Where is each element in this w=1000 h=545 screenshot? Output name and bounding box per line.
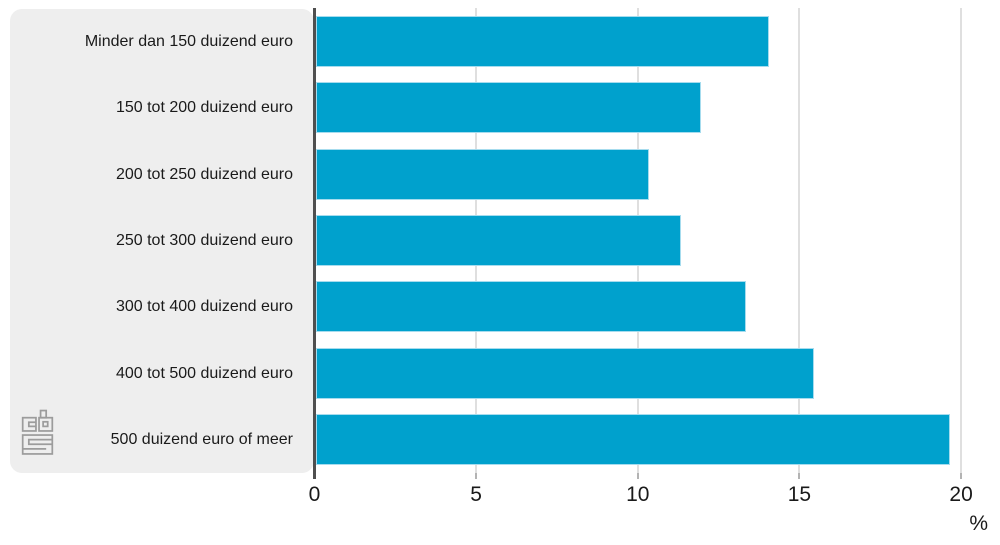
x-tick-label: 0 [308, 483, 321, 506]
bar-7 [316, 414, 950, 466]
x-tick-mark [636, 473, 639, 479]
gridline [798, 8, 801, 473]
x-tick-mark [798, 473, 801, 479]
category-label: 150 tot 200 duizend euro [115, 99, 293, 117]
cbs-logo-c-inner [27, 421, 36, 428]
bar-3 [316, 148, 649, 200]
gridline [960, 8, 963, 473]
bar-5 [316, 281, 746, 333]
category-label: 300 tot 400 duizend euro [115, 298, 293, 316]
x-tick-mark [960, 473, 963, 479]
category-label: 200 tot 250 duizend euro [115, 165, 293, 183]
x-tick-label: 10 [626, 483, 650, 506]
category-label-panel [10, 9, 314, 473]
category-label: Minder dan 150 duizend euro [84, 32, 293, 50]
x-tick-mark [475, 473, 478, 479]
cbs-logo-b-inner [42, 420, 49, 428]
x-tick-label: 20 [949, 483, 973, 506]
bar-6 [316, 347, 814, 399]
cbs-logo [21, 409, 54, 455]
x-tick-label: 5 [470, 483, 482, 506]
cbs-logo-b [38, 416, 54, 432]
value-axis-baseline [313, 8, 316, 479]
cbs-logo-c [21, 416, 37, 432]
bar-1 [316, 15, 769, 67]
x-axis-unit-label: % [969, 512, 988, 535]
category-label: 500 duizend euro of meer [110, 431, 293, 449]
bar-4 [316, 215, 682, 266]
category-label: 250 tot 300 duizend euro [115, 232, 293, 249]
bar-2 [316, 82, 701, 134]
category-label: 400 tot 500 duizend euro [115, 364, 293, 382]
x-tick-label: 15 [787, 483, 812, 506]
cbs-logo-s-upper [27, 438, 53, 446]
